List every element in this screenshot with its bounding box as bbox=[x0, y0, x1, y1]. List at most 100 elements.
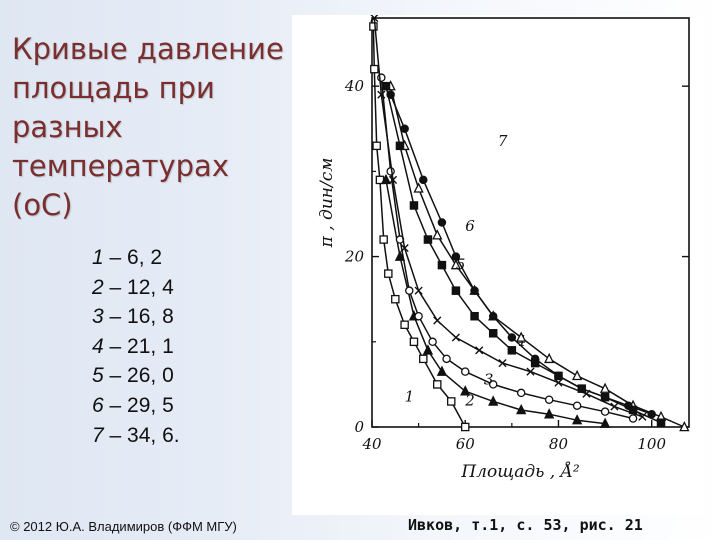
legend-row-2: 2 – 12, 4 bbox=[92, 273, 180, 303]
data-point bbox=[577, 384, 587, 393]
legend-row-5: 5 – 26, 0 bbox=[92, 361, 180, 391]
curve-label-2: 2 bbox=[464, 392, 475, 410]
curve-label-7: 7 bbox=[498, 132, 508, 150]
legend-row-4: 4 – 21, 1 bbox=[92, 332, 180, 362]
data-point bbox=[377, 90, 386, 99]
data-point bbox=[369, 22, 378, 31]
data-point bbox=[610, 402, 619, 411]
data-point bbox=[544, 395, 554, 404]
data-point bbox=[419, 354, 428, 364]
legend-value: – 29, 5 bbox=[103, 393, 174, 417]
data-point bbox=[436, 365, 448, 376]
x-tick-label: 80 bbox=[549, 435, 569, 453]
data-point bbox=[451, 252, 461, 261]
data-point bbox=[507, 346, 517, 355]
data-point bbox=[488, 311, 498, 321]
data-point bbox=[394, 250, 406, 261]
data-point bbox=[571, 369, 583, 381]
data-point bbox=[391, 294, 400, 304]
data-point bbox=[414, 286, 423, 295]
data-point bbox=[647, 409, 656, 419]
legend-num: 4 bbox=[92, 334, 104, 358]
series-line-7 bbox=[389, 94, 652, 415]
data-point bbox=[600, 407, 610, 416]
data-point bbox=[516, 388, 526, 398]
data-point bbox=[628, 405, 638, 415]
legend-value: – 21, 1 bbox=[103, 334, 174, 358]
data-point bbox=[460, 422, 470, 432]
data-point bbox=[384, 269, 393, 278]
x-tick-label: 60 bbox=[456, 435, 476, 453]
legend-row-6: 6 – 29, 5 bbox=[92, 391, 180, 421]
data-point bbox=[507, 333, 517, 342]
legend-row-1: 1 – 6, 2 bbox=[92, 243, 180, 273]
data-point bbox=[442, 354, 451, 364]
x-tick-label: 100 bbox=[637, 435, 666, 453]
series-line-3 bbox=[380, 77, 634, 420]
x-axis-label: Площадь , Å² bbox=[460, 461, 580, 482]
figure-citation: Ивков, т.1, с. 53, рис. 21 bbox=[408, 516, 643, 534]
data-point bbox=[554, 378, 563, 387]
data-point bbox=[656, 418, 666, 427]
data-point bbox=[388, 175, 398, 184]
series-line-4 bbox=[373, 17, 643, 418]
data-point bbox=[379, 235, 388, 244]
data-point bbox=[370, 64, 379, 74]
data-point bbox=[543, 408, 555, 419]
curve-label-1: 1 bbox=[405, 387, 415, 405]
y-tick-label: 20 bbox=[344, 248, 365, 266]
data-point bbox=[460, 367, 470, 376]
data-point bbox=[372, 141, 381, 151]
slide-title: Кривые давление площадь при разных темпе… bbox=[12, 32, 284, 222]
data-point bbox=[571, 414, 583, 425]
data-point bbox=[437, 260, 447, 270]
data-point bbox=[600, 392, 610, 402]
plot-frame bbox=[371, 17, 690, 428]
legend-value: – 26, 0 bbox=[103, 364, 174, 388]
data-point bbox=[470, 311, 479, 321]
data-point bbox=[381, 81, 391, 91]
data-point bbox=[370, 15, 379, 23]
legend-row-3: 3 – 16, 8 bbox=[92, 302, 180, 332]
data-point bbox=[386, 90, 395, 99]
legend-num: 7 bbox=[92, 423, 104, 447]
legend-num: 5 bbox=[92, 364, 104, 388]
data-point bbox=[628, 414, 638, 423]
legend-num: 3 bbox=[92, 305, 104, 329]
data-point bbox=[599, 382, 611, 393]
legend-value: – 6, 2 bbox=[103, 246, 163, 269]
y-tick-label: 40 bbox=[344, 77, 365, 95]
data-point bbox=[543, 352, 555, 364]
data-point bbox=[451, 333, 461, 342]
data-point bbox=[386, 167, 395, 176]
data-point bbox=[475, 346, 484, 355]
legend-value: – 34, 6. bbox=[103, 423, 180, 447]
data-point bbox=[413, 182, 424, 193]
data-point bbox=[432, 229, 443, 240]
data-point bbox=[428, 337, 437, 347]
y-tick-label: 0 bbox=[354, 418, 364, 436]
data-point bbox=[409, 201, 419, 210]
data-point bbox=[433, 380, 442, 389]
curve-label-6: 6 bbox=[465, 217, 475, 235]
legend-num: 6 bbox=[92, 393, 104, 417]
data-point bbox=[405, 286, 414, 295]
temperature-legend: 1 – 6, 2 2 – 12, 4 3 – 16, 8 4 – 21, 1 5… bbox=[92, 243, 180, 450]
data-point bbox=[414, 311, 423, 321]
data-point bbox=[451, 286, 461, 295]
data-point bbox=[554, 371, 563, 381]
legend-num: 2 bbox=[92, 275, 104, 299]
data-point bbox=[400, 320, 409, 329]
data-point bbox=[516, 331, 527, 342]
data-point bbox=[450, 259, 462, 270]
data-point bbox=[400, 124, 409, 134]
data-point bbox=[446, 397, 456, 406]
legend-num: 1 bbox=[92, 246, 104, 269]
data-point bbox=[419, 175, 428, 185]
legend-value: – 16, 8 bbox=[103, 305, 174, 329]
data-point bbox=[460, 385, 471, 396]
data-point bbox=[526, 367, 535, 376]
data-point bbox=[638, 412, 647, 421]
